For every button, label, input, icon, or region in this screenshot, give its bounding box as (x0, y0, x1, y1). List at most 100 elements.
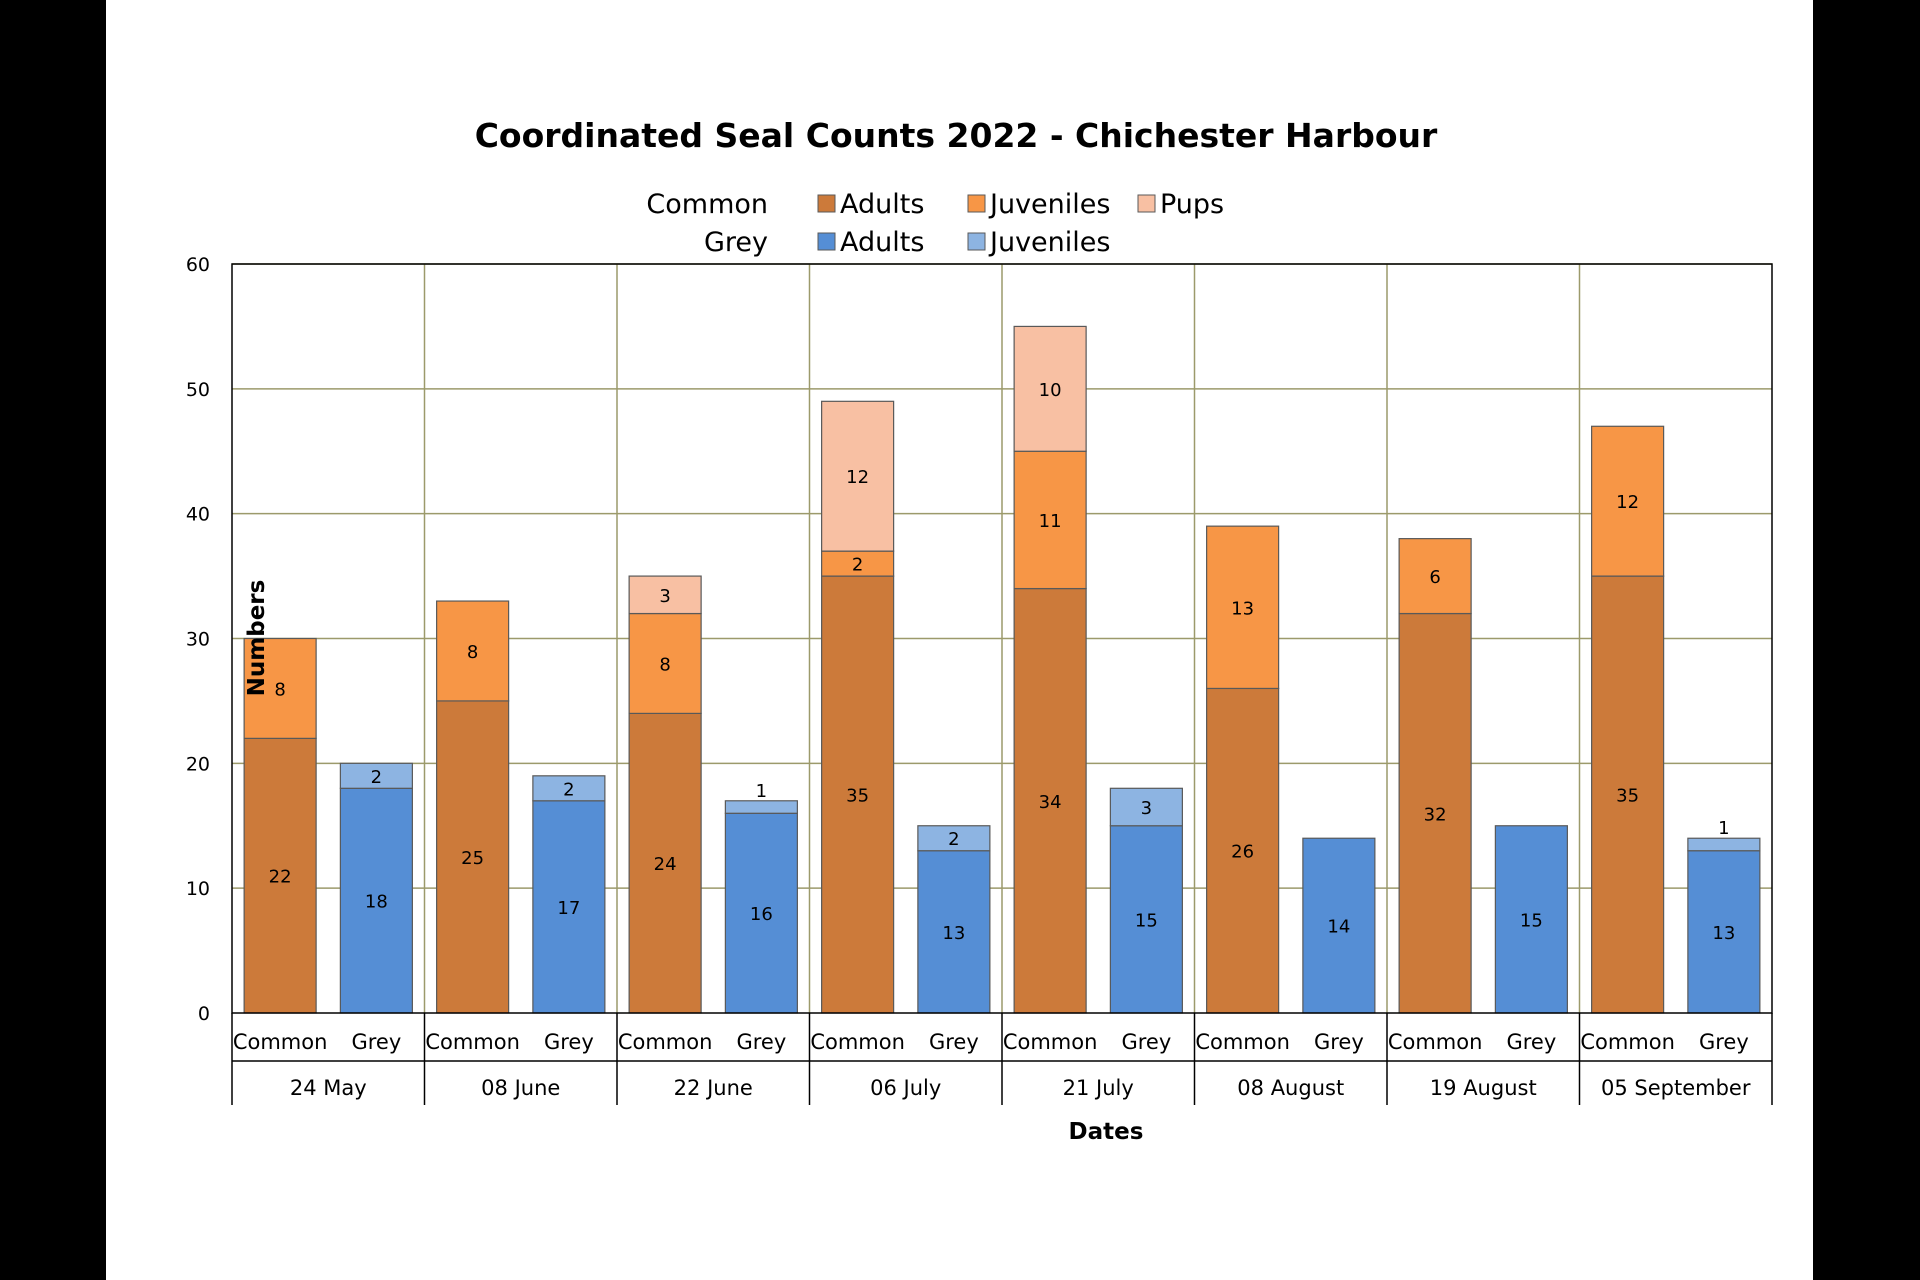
y-tick-label: 50 (186, 379, 210, 401)
legend-entry-label: Adults (840, 189, 924, 220)
x-subcategory-label: Grey (1506, 1030, 1556, 1054)
bar-common-pups (821, 400, 895, 552)
data-label-common-pups: 10 (1039, 380, 1062, 401)
y-axis-title: Numbers (244, 580, 270, 697)
bar-grey-juveniles (1109, 787, 1183, 827)
data-label-common-adults: 25 (461, 848, 484, 869)
x-category-label: 24 May (290, 1076, 367, 1100)
bar-grey-juveniles (724, 800, 798, 814)
data-label-grey-juveniles: 2 (948, 829, 959, 850)
x-subcategory-label: Common (425, 1030, 520, 1054)
legend-swatch (967, 194, 986, 213)
y-tick-label: 60 (186, 254, 210, 276)
bar-common-adults (1206, 687, 1280, 1014)
legend-entry-label: Juveniles (988, 189, 1110, 220)
data-label-common-juveniles: 8 (274, 679, 285, 700)
bar-common-pups (1013, 325, 1087, 452)
bar-common-juveniles (1013, 450, 1087, 590)
data-label-common-adults: 32 (1424, 804, 1447, 825)
bar-common-adults (1013, 587, 1087, 1014)
bar-common-juveniles (1591, 425, 1665, 577)
axes: 0 10 20 30 40 50 60 Common Grey 24 May Common Grey 0… (186, 254, 1773, 1105)
legend-swatch (1137, 194, 1156, 213)
data-label-grey-juveniles: 2 (563, 779, 574, 800)
legend-swatch (817, 194, 836, 213)
data-label-grey-juveniles: 1 (756, 781, 767, 802)
x-subcategory-label: Common (1195, 1030, 1290, 1054)
bars (243, 325, 1761, 1014)
x-category-label: 22 June (674, 1076, 753, 1100)
chart-sheet: Coordinated Seal Counts 2022 - Chicheste… (106, 0, 1813, 1280)
x-subcategory-label: Common (810, 1030, 905, 1054)
bar-common-juveniles (1398, 538, 1472, 615)
x-subcategory-label: Grey (1314, 1030, 1364, 1054)
y-tick-label: 40 (186, 504, 210, 526)
data-label-grey-adults: 17 (557, 898, 580, 919)
bar-grey-juveniles (1687, 837, 1761, 852)
y-tick-label: 30 (186, 629, 210, 651)
data-label-common-adults: 35 (1616, 786, 1639, 807)
data-label-common-pups: 3 (659, 586, 670, 607)
bar-grey-adults (724, 812, 798, 1014)
bar-grey-adults (1494, 825, 1568, 1014)
data-label-common-juveniles: 2 (852, 555, 863, 576)
bar-common-pups (628, 575, 702, 615)
x-category-label: 08 June (481, 1076, 560, 1100)
x-subcategory-label: Common (618, 1030, 713, 1054)
bar-common-juveniles (628, 612, 702, 714)
x-category-label: 19 August (1430, 1076, 1537, 1100)
y-tick-label: 10 (186, 878, 210, 900)
chart-title: Coordinated Seal Counts 2022 - Chicheste… (475, 116, 1438, 155)
data-label-common-adults: 24 (654, 854, 677, 875)
bar-grey-adults (917, 850, 991, 1014)
x-category-label: 08 August (1237, 1076, 1344, 1100)
data-label-common-juveniles: 13 (1231, 598, 1254, 619)
y-tick-label: 0 (198, 1003, 210, 1025)
bar-common-juveniles (436, 600, 510, 702)
legend-swatch (967, 232, 986, 251)
bar-grey-juveniles (339, 762, 413, 789)
legend-group-label: Common (646, 189, 768, 220)
bar-grey-juveniles (532, 775, 606, 802)
x-category-label: 05 September (1601, 1076, 1751, 1100)
data-label-common-adults: 22 (269, 867, 292, 888)
legend-entry-label: Pups (1160, 189, 1224, 220)
data-label-grey-adults: 16 (750, 904, 773, 925)
x-subcategory-label: Common (1580, 1030, 1675, 1054)
legend: Common Adults Juveniles Pups Grey Adults Juven… (646, 189, 1224, 258)
data-label-common-adults: 34 (1039, 792, 1062, 813)
x-subcategory-label: Grey (736, 1030, 786, 1054)
bar-common-adults (436, 700, 510, 1014)
bar-common-juveniles (1206, 525, 1280, 690)
data-label-grey-juveniles: 1 (1718, 818, 1729, 839)
bar-common-adults (821, 575, 895, 1014)
data-label-common-juveniles: 8 (467, 642, 478, 663)
x-category-label: 21 July (1063, 1076, 1134, 1100)
data-label-grey-adults: 14 (1327, 917, 1350, 938)
x-axis-title: Dates (1069, 1119, 1144, 1145)
data-label-grey-juveniles: 2 (371, 767, 382, 788)
bar-common-adults (1591, 575, 1665, 1014)
legend-entry-label: Adults (840, 227, 924, 258)
bar-grey-adults (1302, 837, 1376, 1014)
x-subcategory-label: Grey (929, 1030, 979, 1054)
x-category-label: 06 July (870, 1076, 941, 1100)
data-label-common-adults: 26 (1231, 842, 1254, 863)
x-subcategory-label: Common (1388, 1030, 1483, 1054)
data-label-common-juveniles: 12 (1616, 492, 1639, 513)
data-label-common-juveniles: 6 (1429, 567, 1440, 588)
x-subcategory-label: Grey (1121, 1030, 1171, 1054)
x-subcategory-label: Common (1003, 1030, 1098, 1054)
legend-swatch (817, 232, 836, 251)
data-label-common-pups: 12 (846, 467, 869, 488)
data-label-common-juveniles: 8 (659, 654, 670, 675)
chart-canvas: Coordinated Seal Counts 2022 - Chicheste… (186, 116, 1773, 1145)
data-label-grey-adults: 15 (1135, 910, 1158, 931)
data-label-grey-adults: 15 (1520, 910, 1543, 931)
data-label-common-juveniles: 11 (1039, 511, 1062, 532)
data-label-common-adults: 35 (846, 786, 869, 807)
legend-group-label: Grey (704, 227, 768, 258)
data-label-grey-adults: 13 (942, 923, 965, 944)
x-subcategory-label: Grey (1699, 1030, 1749, 1054)
